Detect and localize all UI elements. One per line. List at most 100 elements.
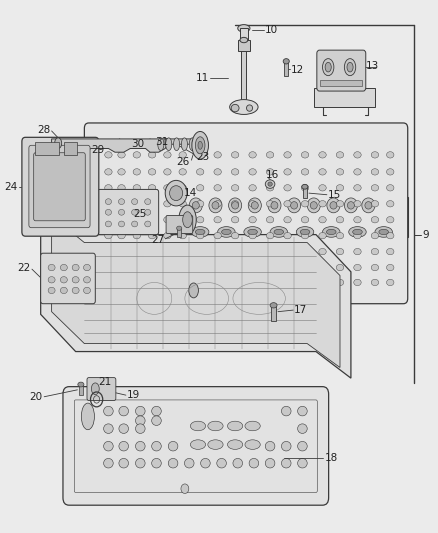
Ellipse shape bbox=[336, 216, 343, 223]
Ellipse shape bbox=[151, 406, 161, 416]
Ellipse shape bbox=[179, 232, 186, 239]
Ellipse shape bbox=[213, 232, 221, 239]
Ellipse shape bbox=[103, 441, 113, 451]
Ellipse shape bbox=[179, 184, 186, 191]
Ellipse shape bbox=[163, 152, 171, 158]
Ellipse shape bbox=[300, 232, 308, 239]
Ellipse shape bbox=[119, 458, 128, 468]
FancyBboxPatch shape bbox=[41, 253, 95, 304]
Text: 31: 31 bbox=[155, 136, 169, 147]
Ellipse shape bbox=[283, 200, 290, 207]
Ellipse shape bbox=[131, 199, 138, 205]
Ellipse shape bbox=[117, 200, 125, 207]
Ellipse shape bbox=[283, 232, 290, 239]
Ellipse shape bbox=[296, 227, 313, 237]
Ellipse shape bbox=[168, 458, 177, 468]
FancyBboxPatch shape bbox=[87, 377, 116, 400]
Ellipse shape bbox=[179, 216, 186, 223]
Ellipse shape bbox=[104, 264, 112, 271]
Ellipse shape bbox=[207, 421, 223, 431]
Ellipse shape bbox=[133, 152, 140, 158]
Ellipse shape bbox=[353, 232, 360, 239]
Ellipse shape bbox=[72, 287, 79, 294]
Ellipse shape bbox=[48, 287, 55, 294]
Ellipse shape bbox=[189, 138, 195, 151]
Ellipse shape bbox=[179, 200, 186, 207]
Ellipse shape bbox=[231, 279, 238, 286]
Ellipse shape bbox=[348, 227, 365, 237]
Ellipse shape bbox=[273, 229, 283, 235]
Ellipse shape bbox=[353, 168, 360, 175]
Ellipse shape bbox=[248, 458, 258, 468]
Ellipse shape bbox=[385, 264, 393, 271]
Ellipse shape bbox=[231, 264, 238, 271]
Ellipse shape bbox=[343, 59, 355, 76]
Ellipse shape bbox=[104, 248, 112, 255]
Ellipse shape bbox=[148, 184, 155, 191]
Ellipse shape bbox=[300, 152, 308, 158]
Ellipse shape bbox=[297, 424, 307, 433]
Text: 17: 17 bbox=[293, 305, 307, 315]
Ellipse shape bbox=[283, 216, 290, 223]
Text: 23: 23 bbox=[195, 152, 208, 162]
Ellipse shape bbox=[266, 264, 273, 271]
Ellipse shape bbox=[163, 184, 171, 191]
FancyBboxPatch shape bbox=[34, 153, 85, 221]
Text: 25: 25 bbox=[133, 209, 146, 220]
Ellipse shape bbox=[133, 168, 140, 175]
Polygon shape bbox=[52, 139, 191, 152]
Ellipse shape bbox=[227, 440, 242, 449]
Ellipse shape bbox=[353, 184, 360, 191]
Ellipse shape bbox=[157, 138, 163, 151]
Ellipse shape bbox=[196, 232, 203, 239]
Ellipse shape bbox=[336, 279, 343, 286]
Ellipse shape bbox=[318, 279, 325, 286]
Ellipse shape bbox=[119, 441, 128, 451]
Bar bbox=[241, 41, 246, 107]
Ellipse shape bbox=[297, 406, 307, 416]
Ellipse shape bbox=[336, 232, 343, 239]
Ellipse shape bbox=[283, 264, 290, 271]
Ellipse shape bbox=[300, 200, 308, 207]
Ellipse shape bbox=[118, 209, 124, 215]
Ellipse shape bbox=[231, 232, 238, 239]
Ellipse shape bbox=[135, 441, 145, 451]
Ellipse shape bbox=[248, 200, 256, 207]
Ellipse shape bbox=[117, 184, 125, 191]
Ellipse shape bbox=[266, 184, 273, 191]
Ellipse shape bbox=[283, 168, 290, 175]
Ellipse shape bbox=[371, 200, 378, 207]
Text: 27: 27 bbox=[151, 235, 164, 245]
Ellipse shape bbox=[336, 264, 343, 271]
Ellipse shape bbox=[231, 200, 238, 207]
Ellipse shape bbox=[300, 264, 308, 271]
Ellipse shape bbox=[148, 200, 155, 207]
Ellipse shape bbox=[163, 279, 171, 286]
Ellipse shape bbox=[283, 248, 290, 255]
Ellipse shape bbox=[248, 216, 256, 223]
Ellipse shape bbox=[135, 406, 145, 416]
Ellipse shape bbox=[281, 406, 290, 416]
Ellipse shape bbox=[353, 248, 360, 255]
Ellipse shape bbox=[371, 184, 378, 191]
Bar bbox=[237, 39, 249, 51]
Ellipse shape bbox=[266, 200, 273, 207]
Ellipse shape bbox=[200, 458, 210, 468]
Ellipse shape bbox=[281, 441, 290, 451]
Text: 21: 21 bbox=[98, 377, 111, 387]
Ellipse shape bbox=[336, 168, 343, 175]
Ellipse shape bbox=[283, 59, 289, 64]
Ellipse shape bbox=[267, 182, 272, 186]
Ellipse shape bbox=[353, 264, 360, 271]
FancyBboxPatch shape bbox=[29, 146, 90, 228]
Ellipse shape bbox=[346, 201, 353, 209]
Text: 22: 22 bbox=[18, 263, 31, 272]
Ellipse shape bbox=[353, 200, 360, 207]
Ellipse shape bbox=[297, 441, 307, 451]
Ellipse shape bbox=[131, 209, 138, 215]
Ellipse shape bbox=[290, 201, 297, 209]
Ellipse shape bbox=[81, 403, 94, 430]
Ellipse shape bbox=[165, 138, 171, 151]
Ellipse shape bbox=[213, 200, 221, 207]
Ellipse shape bbox=[322, 59, 333, 76]
